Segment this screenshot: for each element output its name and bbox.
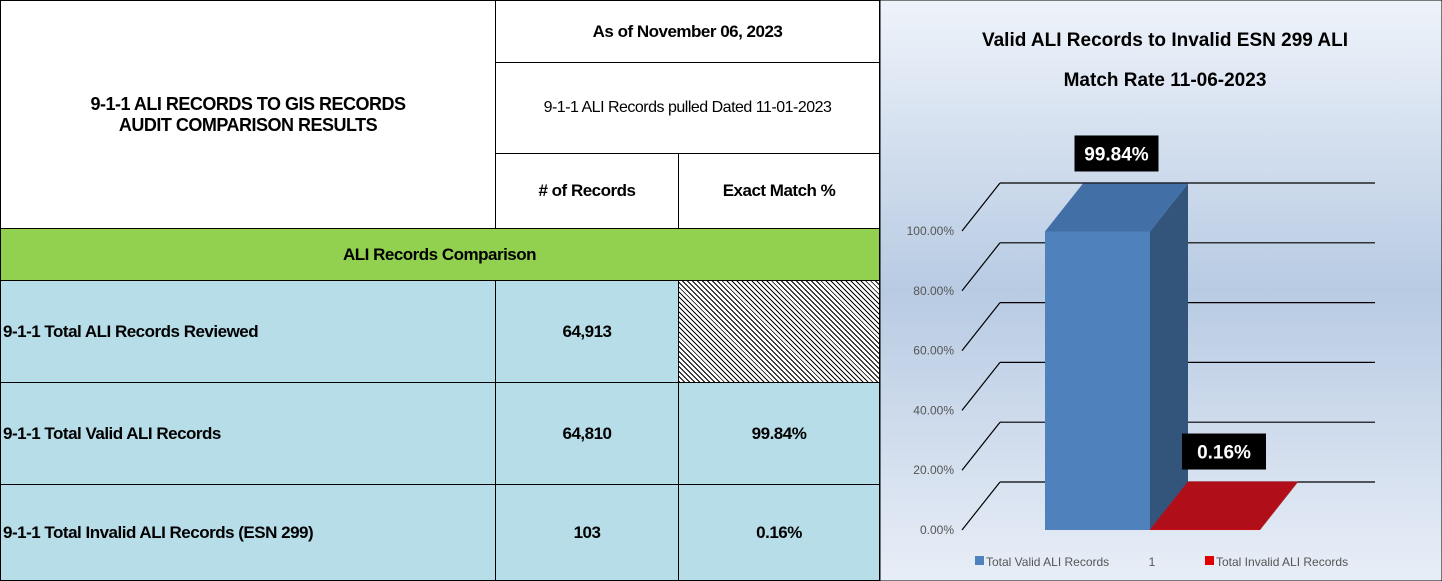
- column-header: Exact Match %: [678, 153, 880, 229]
- hatched-cell: [678, 280, 880, 383]
- bar-top-shade: [1045, 183, 1188, 232]
- bar-front: [1045, 231, 1150, 530]
- title-line: 9-1-1 ALI RECORDS TO GIS RECORDS: [90, 93, 406, 114]
- title-line: AUDIT COMPARISON RESULTS: [118, 114, 378, 135]
- bar-front: [1150, 529, 1260, 531]
- row-label: 9-1-1 Total Valid ALI Records: [0, 382, 496, 485]
- value-label-box: [1074, 135, 1159, 172]
- bar-side-shade: [1150, 183, 1188, 530]
- pulled: 9-1-1 ALI Records pulled Dated 11-01-202…: [495, 62, 880, 154]
- row-label: 9-1-1 Total Invalid ALI Records (ESN 299…: [0, 484, 496, 581]
- grid-line: [961, 421, 1001, 471]
- bar-top: [1045, 183, 1188, 232]
- grid-line: [961, 302, 1001, 351]
- grid-line: [961, 242, 1001, 292]
- y-tick-label: 60.00%: [913, 344, 954, 358]
- y-tick-label: 40.00%: [913, 403, 954, 417]
- value-label: 0.16%: [1197, 443, 1251, 464]
- chart-title: Match Rate 11-06-2023: [1064, 70, 1267, 91]
- bar-side: [1150, 183, 1188, 530]
- grid-line: [961, 362, 1001, 411]
- y-tick-label: 80.00%: [913, 284, 954, 298]
- y-tick-label: 20.00%: [913, 463, 954, 477]
- x-tick-label: 1: [1149, 555, 1156, 569]
- column-header: # of Records: [495, 153, 679, 229]
- bar-side: [1260, 481, 1298, 530]
- value-label-box: [1182, 433, 1266, 470]
- chart-title: Valid ALI Records to Invalid ESN 299 ALI: [982, 30, 1348, 51]
- legend-label: Total Valid ALI Records: [986, 555, 1109, 569]
- match: 0.16%: [678, 484, 880, 581]
- records: 64,913: [495, 280, 679, 383]
- legend-label: Total Invalid ALI Records: [1216, 555, 1348, 569]
- records: 64,810: [495, 382, 679, 485]
- table-title: 9-1-1 ALI RECORDS TO GIS RECORDS AUDIT C…: [0, 0, 496, 229]
- as-of: As of November 06, 2023: [495, 0, 880, 63]
- match: 99.84%: [678, 382, 880, 485]
- legend-swatch: [1205, 556, 1214, 565]
- bar-side-shade: [1260, 481, 1298, 530]
- grid-line: [961, 481, 1001, 531]
- legend-swatch: [975, 556, 984, 565]
- section: ALI Records Comparison: [0, 228, 880, 281]
- records: 103: [495, 484, 679, 581]
- value-label: 99.84%: [1084, 144, 1149, 165]
- grid-line: [961, 182, 1001, 232]
- chart: Valid ALI Records to Invalid ESN 299 ALI…: [880, 0, 1442, 581]
- y-tick-label: 100.00%: [907, 224, 955, 238]
- bar-top-shade: [1150, 481, 1298, 530]
- bar-top: [1150, 481, 1298, 530]
- y-tick-label: 0.00%: [920, 523, 954, 537]
- row-label: 9-1-1 Total ALI Records Reviewed: [0, 280, 496, 383]
